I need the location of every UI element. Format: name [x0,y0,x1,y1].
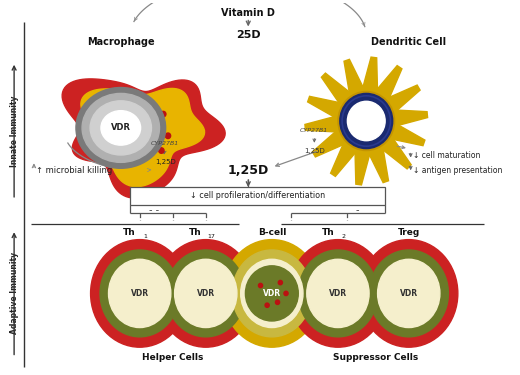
Polygon shape [388,85,420,111]
Polygon shape [369,148,388,183]
Text: ↑ microbial killing: ↑ microbial killing [36,166,112,175]
Polygon shape [376,66,402,99]
Polygon shape [392,124,425,146]
Circle shape [265,303,269,307]
Polygon shape [362,57,378,91]
Circle shape [132,153,138,158]
Ellipse shape [175,259,237,327]
Circle shape [345,99,387,142]
Ellipse shape [101,111,140,145]
Circle shape [284,291,288,296]
Text: Helper Cells: Helper Cells [142,353,203,362]
Ellipse shape [182,269,229,318]
Text: -: - [355,205,359,214]
Text: Adaptive Immunity: Adaptive Immunity [9,252,19,334]
Text: 1,25D: 1,25D [304,147,324,153]
Circle shape [340,93,393,148]
Ellipse shape [166,250,245,337]
Ellipse shape [76,87,166,168]
Ellipse shape [90,240,189,347]
Text: VDR: VDR [329,289,347,298]
Circle shape [161,111,166,117]
Text: VDR: VDR [131,289,149,298]
Ellipse shape [82,93,160,162]
Text: Th: Th [189,228,202,237]
Ellipse shape [157,240,255,347]
Ellipse shape [232,250,311,337]
Circle shape [147,102,152,107]
Text: 1,25D: 1,25D [228,164,269,177]
Ellipse shape [109,259,171,327]
Text: CYP27B1: CYP27B1 [151,141,179,146]
Text: B-cell: B-cell [258,228,286,237]
Polygon shape [344,59,364,94]
Circle shape [347,101,385,141]
Ellipse shape [360,240,458,347]
Ellipse shape [298,250,378,337]
Ellipse shape [245,266,298,321]
Text: Dendritic Cell: Dendritic Cell [371,37,446,47]
Text: VDR: VDR [111,123,131,132]
Circle shape [109,115,114,121]
Circle shape [276,300,280,304]
Circle shape [113,150,119,155]
Circle shape [344,98,389,145]
Polygon shape [355,151,370,185]
Text: ↓ cell profileration/differentiation: ↓ cell profileration/differentiation [190,191,325,200]
Text: ↓ antigen presentation: ↓ antigen presentation [413,166,503,175]
Text: Vitamin D: Vitamin D [222,8,275,18]
Polygon shape [396,110,427,126]
Polygon shape [81,88,204,187]
Text: ↓ cell maturation: ↓ cell maturation [413,151,481,160]
Ellipse shape [241,259,303,327]
Ellipse shape [378,259,440,327]
Text: Innate Immunity: Innate Immunity [9,95,19,166]
Text: VDR: VDR [356,117,376,126]
Polygon shape [308,96,341,118]
Circle shape [338,92,395,150]
Ellipse shape [369,250,448,337]
Ellipse shape [307,259,369,327]
Circle shape [333,87,399,156]
Text: 1: 1 [144,234,147,239]
Text: Suppressor Cells: Suppressor Cells [333,353,418,362]
Ellipse shape [90,101,151,155]
Polygon shape [305,116,337,132]
Polygon shape [382,138,411,169]
Text: CYP27B1: CYP27B1 [300,128,329,133]
Polygon shape [331,143,356,176]
Text: VDR: VDR [263,289,281,298]
Polygon shape [313,131,344,157]
Polygon shape [62,79,225,198]
Circle shape [99,138,105,144]
Circle shape [258,284,263,288]
Text: 1,25D: 1,25D [155,159,176,165]
Text: VDR: VDR [400,289,418,298]
Ellipse shape [116,269,163,318]
Ellipse shape [100,250,179,337]
Text: Macrophage: Macrophage [87,37,154,47]
Circle shape [112,96,117,101]
Ellipse shape [289,240,387,347]
Text: 17: 17 [207,234,215,239]
Text: Th: Th [123,228,136,237]
Ellipse shape [314,269,361,318]
Text: VDR: VDR [197,289,215,298]
Text: 2: 2 [342,234,346,239]
Circle shape [278,280,282,285]
Ellipse shape [223,240,321,347]
Text: 25D: 25D [236,30,261,40]
Ellipse shape [385,269,432,318]
Text: Treg: Treg [398,228,420,237]
Text: - -: - - [149,205,159,214]
FancyBboxPatch shape [130,187,385,205]
Polygon shape [321,73,350,104]
Circle shape [165,133,171,138]
Circle shape [159,148,164,153]
Circle shape [123,104,128,109]
Text: Th: Th [321,228,334,237]
